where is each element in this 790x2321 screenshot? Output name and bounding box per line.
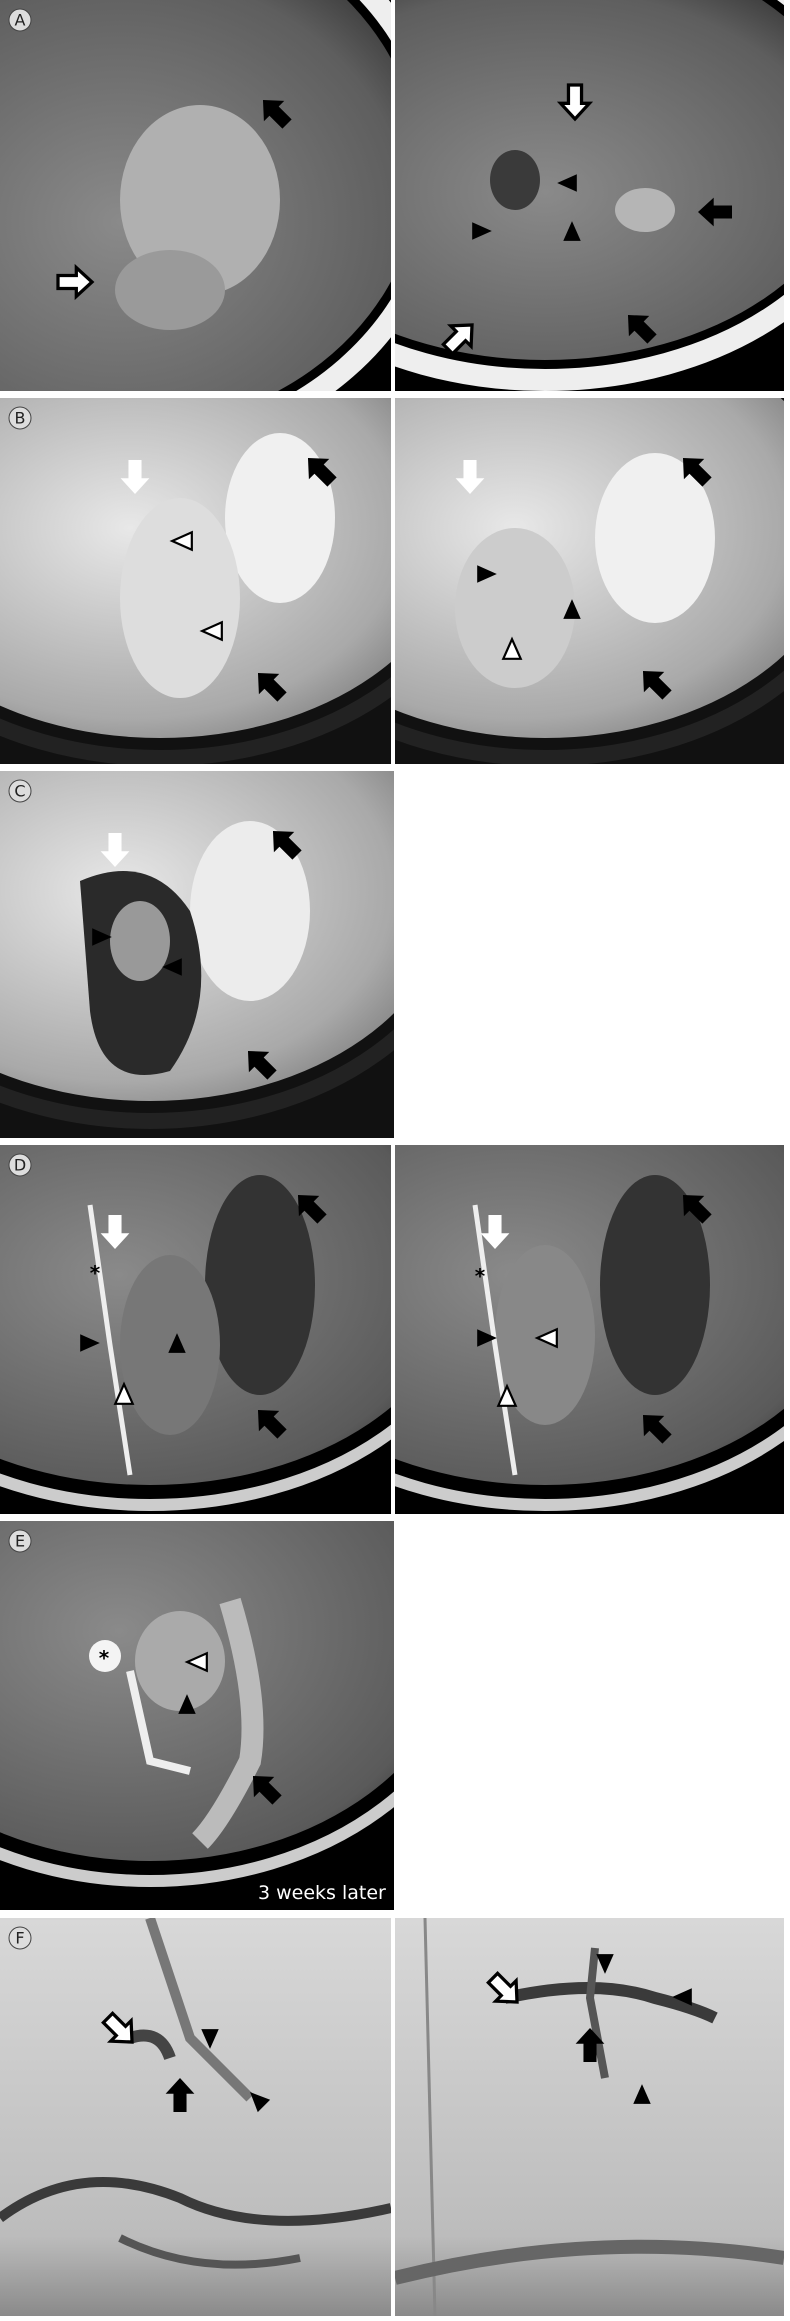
panel-c: C: [0, 771, 394, 1138]
panel-label: D: [14, 1156, 26, 1175]
asterisk: *: [99, 1646, 110, 1670]
panel-e: * 3 weeks later E: [0, 1521, 394, 1910]
panel-f: F: [0, 1918, 784, 2316]
panel-label: E: [15, 1532, 25, 1551]
asterisk: *: [475, 1264, 486, 1288]
panel-label: A: [15, 11, 26, 30]
panel-d: * * D: [0, 1145, 784, 1514]
asterisk: *: [90, 1261, 101, 1285]
caption: 3 weeks later: [258, 1882, 386, 1904]
panel-label: F: [15, 1929, 24, 1948]
panel-a: A: [0, 0, 784, 391]
panel-label: C: [14, 782, 25, 801]
panel-b: B: [0, 398, 784, 764]
panel-label: B: [15, 409, 26, 428]
